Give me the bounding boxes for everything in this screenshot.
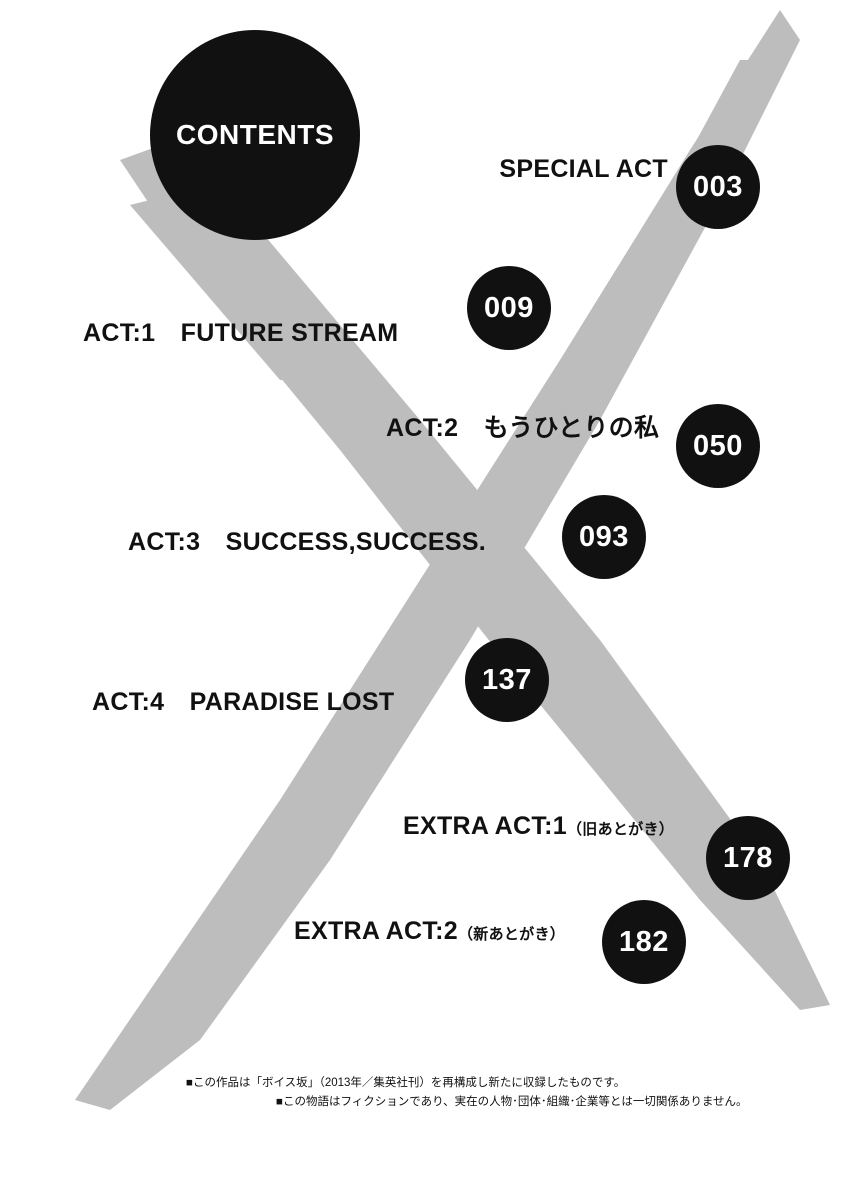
publication-note: ■この作品は「ボイス坂」（2013年／集英社刊）を再構成し新たに収録したものです… [186, 1077, 626, 1089]
brush-stroke-descending-thin [130, 200, 300, 380]
toc-entry-act-1[interactable]: ACT:1 FUTURE STREAM [83, 319, 399, 347]
toc-entry-act-2[interactable]: ACT:2 もうひとりの私 [386, 414, 660, 442]
contents-title-circle: CONTENTS [150, 30, 360, 240]
fiction-disclaimer: ■この物語はフィクションであり、実在の人物･団体･組織･企業等とは一切関係ありま… [276, 1096, 748, 1108]
page-number-circle: 137 [465, 638, 549, 722]
brush-stroke-ascending-thin [545, 60, 760, 420]
page-number-circle: 009 [467, 266, 551, 350]
page-number-circle: 182 [602, 900, 686, 984]
page-number-circle: 050 [676, 404, 760, 488]
toc-entry-act-3[interactable]: ACT:3 SUCCESS,SUCCESS. [128, 528, 487, 556]
toc-entry-special-act[interactable]: SPECIAL ACT [499, 155, 668, 183]
toc-entry-extra-act-2[interactable]: EXTRA ACT:2（新あとがき） [294, 917, 566, 945]
page-number-circle: 178 [706, 816, 790, 900]
toc-entry-extra-act-1[interactable]: EXTRA ACT:1（旧あとがき） [403, 812, 675, 840]
page-number-circle: 003 [676, 145, 760, 229]
contents-title: CONTENTS [176, 119, 334, 150]
page-number-circle: 093 [562, 495, 646, 579]
toc-entry-act-4[interactable]: ACT:4 PARADISE LOST [92, 688, 395, 716]
